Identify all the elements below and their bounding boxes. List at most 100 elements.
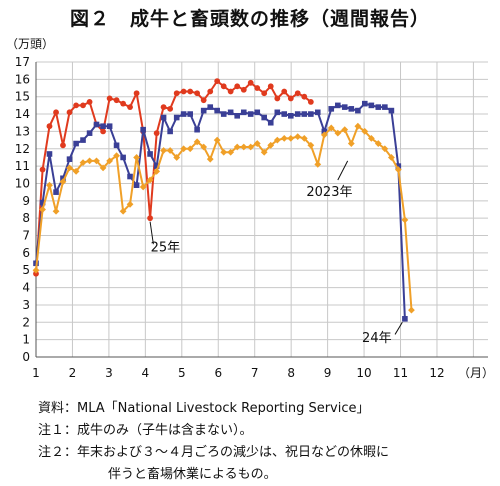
data-point: [99, 164, 107, 172]
data-point: [106, 95, 113, 102]
data-point: [73, 102, 79, 109]
y-tick-label: 6: [22, 246, 30, 260]
data-point: [80, 137, 86, 143]
data-point: [327, 124, 335, 132]
data-point: [180, 88, 187, 95]
data-point: [93, 157, 100, 165]
notes-block: 資料：MLA「National Livestock Reporting Serv…: [38, 398, 389, 486]
data-point: [167, 105, 174, 112]
data-point: [368, 102, 375, 109]
data-point: [274, 109, 281, 116]
data-point: [39, 199, 46, 206]
data-point: [126, 200, 134, 208]
y-tick-label: 3: [22, 298, 30, 312]
data-point: [120, 100, 127, 107]
annotation-leader: [337, 160, 349, 181]
data-point: [60, 175, 66, 182]
data-point: [200, 143, 208, 151]
data-point: [247, 143, 255, 151]
series-layer: [32, 78, 415, 322]
data-point: [187, 88, 194, 95]
y-tick-label: 15: [15, 90, 30, 104]
data-point: [160, 114, 167, 121]
data-point: [139, 183, 147, 191]
data-point: [394, 166, 402, 173]
x-tick-label: 4: [142, 366, 150, 380]
note-2-line-1: 注２：年末および３～４月ごろの減少は、祝日などの休暇に: [38, 445, 390, 460]
data-point: [240, 109, 247, 116]
data-point: [213, 136, 221, 144]
y-tick-label: 14: [15, 107, 30, 121]
data-point: [335, 102, 341, 109]
y-tick-label: 12: [15, 142, 30, 156]
data-point: [267, 119, 274, 126]
data-point: [127, 104, 133, 111]
data-point: [53, 189, 59, 195]
annotation-leader: [394, 322, 403, 335]
data-point: [260, 148, 268, 156]
data-point: [280, 134, 288, 142]
data-point: [261, 114, 267, 121]
data-point: [146, 176, 154, 184]
data-point: [328, 106, 335, 112]
data-point: [39, 206, 46, 213]
data-point: [46, 123, 53, 130]
data-point: [33, 270, 39, 277]
data-point: [32, 266, 40, 274]
data-point: [361, 100, 368, 107]
data-point: [220, 148, 228, 156]
y-tick-label: 16: [15, 72, 30, 86]
x-tick-label: 1: [32, 366, 40, 380]
data-point: [307, 99, 314, 105]
data-point: [173, 114, 180, 121]
data-point: [254, 85, 261, 91]
data-point: [301, 93, 308, 100]
data-point: [140, 126, 146, 133]
y-tick-label: 8: [22, 211, 30, 225]
x-tick-label: 10: [356, 366, 371, 380]
data-point: [227, 109, 234, 116]
data-point: [267, 83, 274, 90]
data-point: [402, 316, 408, 322]
data-point: [113, 142, 120, 149]
data-point: [206, 155, 214, 163]
data-point: [72, 167, 80, 175]
data-point: [207, 88, 214, 95]
data-point: [361, 128, 369, 135]
x-tick-label: 3: [105, 366, 113, 380]
data-point: [127, 173, 133, 180]
data-point: [220, 83, 227, 90]
data-point: [120, 154, 126, 161]
data-point: [314, 109, 321, 116]
y-tick-label: 11: [15, 159, 30, 173]
data-point: [294, 133, 302, 141]
data-point: [354, 122, 362, 130]
data-point: [160, 147, 167, 154]
data-point: [395, 163, 402, 169]
x-tick-label: 6: [214, 366, 222, 380]
data-point: [233, 143, 241, 151]
data-point: [227, 88, 234, 95]
data-point: [66, 164, 73, 172]
data-point: [247, 79, 254, 86]
y-tick-label: 10: [15, 176, 30, 190]
data-point: [133, 90, 140, 97]
data-point: [234, 112, 241, 119]
data-point: [100, 123, 106, 130]
data-point: [341, 126, 349, 134]
data-point: [52, 207, 60, 215]
data-point: [261, 90, 268, 97]
data-point: [367, 134, 375, 142]
data-point: [314, 160, 322, 168]
chart-title: 図２ 成牛と畜頭数の推移（週間報告）: [69, 8, 430, 30]
series-label: 24年: [362, 331, 392, 346]
data-point: [147, 215, 153, 222]
data-point: [240, 86, 247, 93]
data-point: [173, 154, 181, 161]
data-point: [86, 130, 93, 136]
data-point: [100, 128, 106, 135]
data-point: [106, 157, 114, 165]
data-point: [375, 104, 382, 110]
data-point: [113, 152, 120, 160]
